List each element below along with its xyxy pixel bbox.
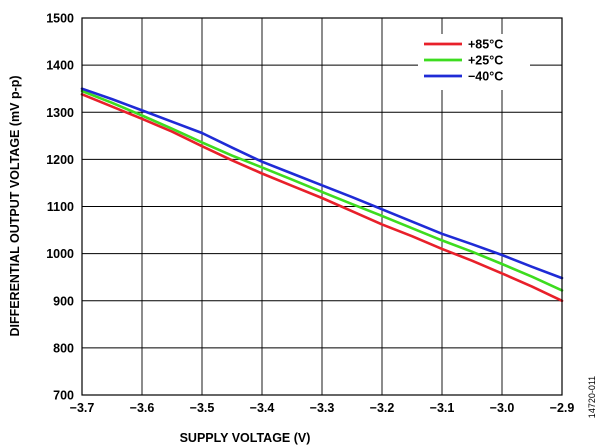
- y-tick-label: 900: [53, 294, 74, 308]
- x-tick-label: −2.9: [550, 401, 575, 415]
- series-line: [80, 89, 564, 292]
- y-tick-label: 800: [53, 341, 74, 355]
- x-tick-labels: −3.7 −3.6 −3.5 −3.4 −3.3 −3.2 −3.1 −3.0 −2.9: [70, 401, 575, 415]
- legend-label: −40°C: [468, 70, 503, 84]
- y-tick-label: 1300: [46, 106, 74, 120]
- plot-frame: [81, 17, 563, 396]
- x-axis-title: SUPPLY VOLTAGE (V): [180, 431, 311, 445]
- x-tick-label: −3.1: [430, 401, 455, 415]
- y-axis-title: DIFFERENTIAL OUTPUT VOLTAGE (mV p-p): [8, 75, 22, 336]
- y-tick-labels: 700 800 900 1000 1100 1200 1300 1400 1500: [46, 12, 74, 403]
- figure-id: 14720-011: [587, 376, 597, 418]
- series-line: [80, 93, 564, 303]
- legend: +85°C +25°C −40°C: [418, 34, 530, 90]
- y-tick-label: 1200: [46, 153, 74, 167]
- legend-label: +85°C: [468, 38, 503, 52]
- y-tick-label: 700: [53, 389, 74, 403]
- series-line: [80, 87, 564, 280]
- y-tick-label: 1100: [47, 200, 74, 214]
- x-tick-label: −3.6: [130, 401, 155, 415]
- y-tick-label: 1500: [46, 12, 74, 26]
- y-tick-label: 1400: [46, 59, 74, 73]
- x-tick-label: −3.3: [310, 401, 335, 415]
- x-tick-label: −3.4: [250, 401, 275, 415]
- x-tick-label: −3.0: [490, 401, 515, 415]
- legend-label: +25°C: [468, 54, 503, 68]
- x-tick-label: −3.5: [190, 401, 215, 415]
- y-tick-label: 1000: [46, 247, 74, 261]
- x-tick-label: −3.2: [370, 401, 395, 415]
- series-lines: [80, 87, 564, 303]
- x-tick-label: −3.7: [70, 401, 95, 415]
